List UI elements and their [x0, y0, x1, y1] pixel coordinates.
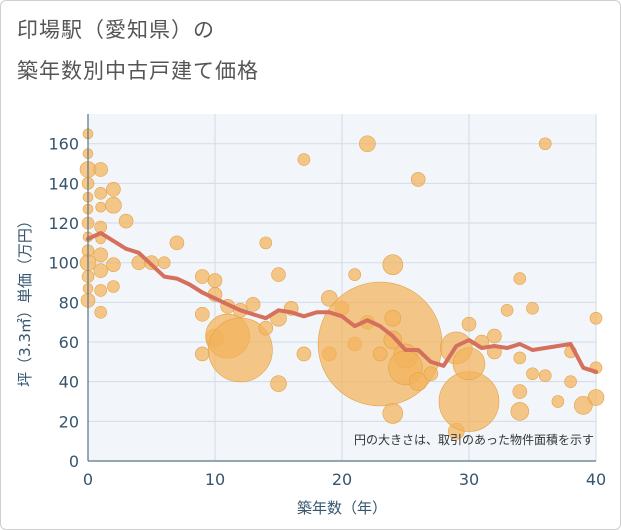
bubble-point	[564, 375, 577, 388]
bubble-point	[589, 311, 603, 325]
chart-title-line1: 印場駅（愛知県）の	[17, 18, 215, 42]
bubble-point	[169, 235, 185, 251]
bubble-point	[526, 367, 539, 381]
bubble-point	[510, 402, 530, 421]
bubble-point	[195, 269, 210, 284]
axes: 0 10 20 30 40 0 20 40 60 80 100 120 140 160	[48, 114, 606, 489]
bubble-point	[384, 309, 402, 327]
bubble-point	[382, 403, 404, 424]
y-tick-label: 80	[59, 293, 79, 312]
bubble-point	[93, 162, 108, 177]
bubble-point	[551, 395, 565, 408]
bubble-point	[93, 247, 108, 263]
bubble-point	[538, 137, 552, 151]
bubble-point	[573, 396, 593, 415]
bubble-point	[258, 320, 274, 336]
bubble-point	[94, 284, 107, 297]
bubble-point	[513, 351, 527, 365]
bubble-point	[452, 347, 486, 381]
bubble-point	[438, 371, 500, 432]
bubble-point	[372, 346, 388, 362]
bubble-point	[538, 369, 552, 383]
bubble-point	[105, 196, 122, 214]
size-note: 円の大きさは、取引のあった物件面積を示す	[354, 432, 594, 447]
bubble-point	[348, 268, 362, 281]
y-tick-label: 160	[48, 135, 79, 154]
x-tick-label: 20	[332, 470, 352, 489]
bubble-point	[359, 135, 376, 153]
bubble-point	[513, 272, 527, 285]
bubble-point	[208, 317, 273, 383]
bubble-point	[95, 201, 106, 213]
bubble-point	[271, 267, 286, 282]
x-axis-label: 築年数（年）	[297, 499, 387, 517]
y-tick-label: 40	[59, 373, 79, 392]
x-tick-label: 10	[205, 470, 225, 489]
bubble-point	[94, 187, 107, 200]
bubble-point	[157, 256, 171, 270]
bubble-point	[320, 290, 338, 307]
y-tick-label: 100	[48, 254, 79, 273]
bubble-point	[195, 306, 210, 322]
bubble-point	[408, 372, 428, 391]
bubble-point	[118, 213, 134, 229]
y-tick-label: 120	[48, 214, 79, 233]
bubble-point	[94, 305, 107, 319]
bubble-point	[487, 328, 502, 344]
bubble-point	[107, 280, 120, 293]
bubble-point	[259, 236, 273, 250]
bubble-point	[423, 366, 439, 382]
bubble-point	[195, 346, 210, 362]
bubble-point	[383, 330, 403, 350]
bubble-point	[93, 263, 108, 278]
y-tick-label: 20	[59, 412, 79, 431]
y-tick-label: 140	[48, 174, 79, 193]
bubble-point	[207, 273, 223, 288]
chart-title-line2: 築年数別中古戸建て価格	[17, 59, 259, 83]
bubble-point	[297, 153, 311, 166]
y-tick-label: 0	[69, 452, 79, 471]
bubble-point	[382, 254, 404, 275]
trend-line	[86, 231, 598, 374]
bubble-point	[512, 384, 528, 399]
bubble-point	[500, 304, 514, 317]
y-axis-label: 坪（3.3㎡）単価（万円）	[16, 213, 34, 387]
x-tick-label: 30	[459, 470, 479, 489]
bubble-point	[106, 257, 121, 272]
x-tick-label: 0	[83, 470, 93, 489]
bubble-point	[461, 316, 477, 332]
y-tick-label: 60	[59, 333, 79, 352]
x-tick-label: 40	[586, 470, 606, 489]
bubble-point	[245, 297, 261, 312]
bubble-point	[526, 302, 539, 315]
bubble-point	[106, 182, 121, 197]
bubble-point	[410, 172, 426, 187]
bubble-point	[270, 375, 287, 392]
bubble-point	[587, 389, 605, 406]
bubble-point	[296, 346, 312, 362]
